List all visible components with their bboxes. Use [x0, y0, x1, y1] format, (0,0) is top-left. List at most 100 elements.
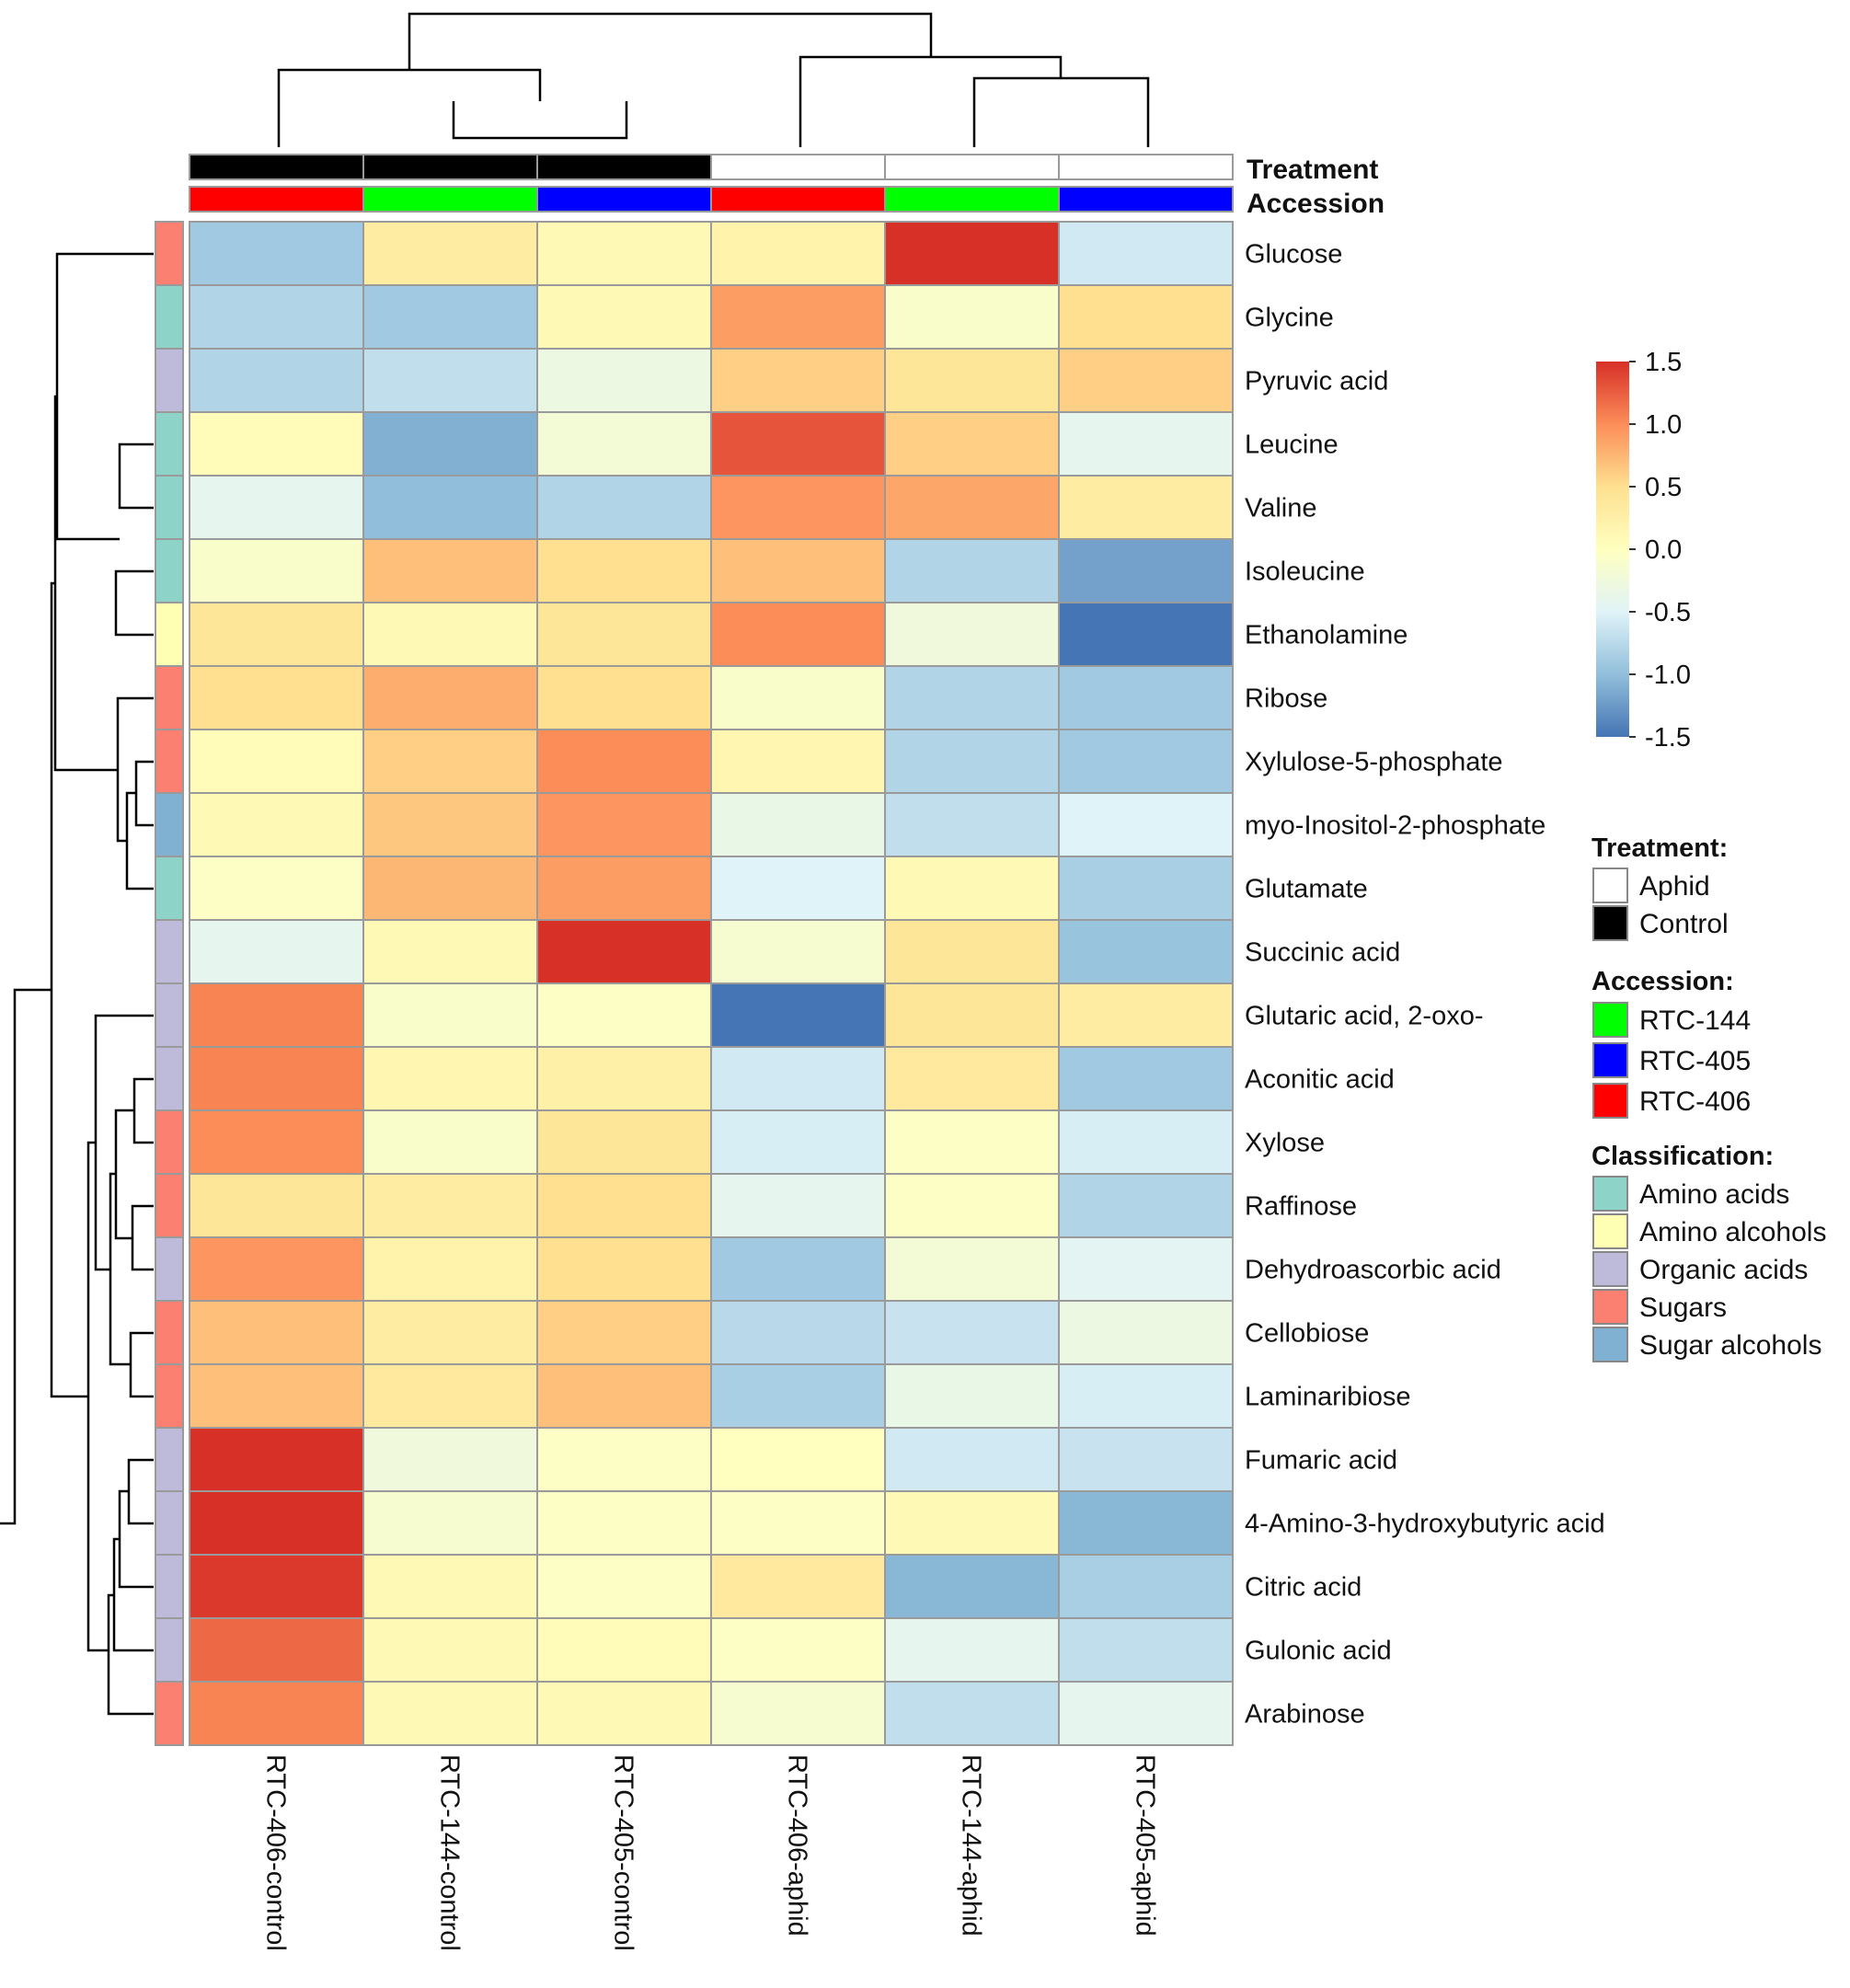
heatmap-cell	[362, 348, 538, 413]
heatmap-cell	[710, 983, 886, 1048]
treatment-cell	[710, 154, 886, 180]
heatmap-cell	[362, 475, 538, 540]
heatmap-cell	[1058, 856, 1234, 921]
row-label: Succinic acid	[1245, 938, 1400, 968]
heatmap-cell	[189, 1300, 364, 1365]
heatmap-cell	[1058, 792, 1234, 857]
scale-tick-label: 1.0	[1645, 410, 1682, 440]
heatmap-cell	[362, 1554, 538, 1619]
heatmap-cell	[189, 1554, 364, 1619]
row-label: Glucose	[1245, 240, 1342, 270]
classification-cell	[155, 919, 184, 984]
heatmap-cell	[362, 538, 538, 603]
treatment-annotation-bar	[189, 154, 1234, 180]
row-label: Ribose	[1245, 684, 1327, 714]
row-dendro-link	[0, 988, 52, 1525]
treatment-cell	[362, 154, 538, 180]
classification-cell	[155, 1427, 184, 1492]
legend-item-label: RTC-406	[1639, 1086, 1751, 1117]
scale-tick-label: -1.5	[1645, 723, 1691, 753]
heatmap-cell	[536, 1554, 712, 1619]
heatmap-cell	[536, 602, 712, 667]
heatmap-cell	[1058, 665, 1234, 730]
legend-item-label: Control	[1639, 909, 1729, 939]
classification-cell	[155, 729, 184, 794]
heatmap-cell	[710, 792, 886, 857]
heatmap-cell	[1058, 1554, 1234, 1619]
heatmap-cell	[1058, 538, 1234, 603]
heatmap-cell	[362, 602, 538, 667]
heatmap-cell	[1058, 983, 1234, 1048]
heatmap-cell	[884, 1681, 1060, 1746]
heatmap-cell	[536, 1046, 712, 1111]
heatmap-cell	[1058, 411, 1234, 477]
heatmap-cell	[189, 1046, 364, 1111]
heatmap-cell	[189, 538, 364, 603]
heatmap-cell	[189, 1236, 364, 1302]
heatmap-cell	[884, 1173, 1060, 1238]
classification-cell	[155, 1554, 184, 1619]
row-label: Valine	[1245, 494, 1316, 523]
heatmap-cell	[710, 729, 886, 794]
heatmap-cell	[884, 1490, 1060, 1556]
heatmap-cell	[884, 792, 1060, 857]
heatmap-cell	[1058, 221, 1234, 286]
heatmap-cell	[362, 1046, 538, 1111]
heatmap-cell	[884, 221, 1060, 286]
heatmap-cell	[710, 411, 886, 477]
legend-swatch	[1592, 1251, 1628, 1287]
heatmap-cell	[189, 284, 364, 350]
row-label: Ethanolamine	[1245, 621, 1408, 650]
treatment-annotation-title: Treatment	[1247, 155, 1378, 185]
classification-cell	[155, 348, 184, 413]
classification-cell	[155, 1681, 184, 1746]
heatmap-cell	[710, 1300, 886, 1365]
heatmap-cell	[710, 856, 886, 921]
heatmap-cell	[536, 284, 712, 350]
heatmap-cells	[189, 221, 1234, 1746]
heatmap-cell	[536, 919, 712, 984]
heatmap-cell	[536, 1427, 712, 1492]
row-label: Glutamate	[1245, 875, 1368, 904]
row-dendro-link	[131, 1204, 154, 1271]
heatmap-cell	[189, 983, 364, 1048]
legend-swatch	[1592, 1042, 1628, 1078]
heatmap-cell	[362, 919, 538, 984]
col-dendro-link	[452, 101, 628, 140]
accession-cell	[710, 186, 886, 213]
heatmap-cell	[884, 1236, 1060, 1302]
heatmap-cell	[362, 1300, 538, 1365]
heatmap-cell	[362, 1236, 538, 1302]
heatmap-cell	[362, 792, 538, 857]
heatmap-cell	[536, 475, 712, 540]
heatmap-cell	[536, 538, 712, 603]
classification-cell	[155, 1300, 184, 1365]
legend-section-title: Classification:	[1591, 1142, 1774, 1171]
classification-cell	[155, 792, 184, 857]
legend-section-title: Accession:	[1591, 967, 1734, 996]
classification-annotation-bar	[155, 221, 184, 1746]
treatment-cell	[1058, 154, 1234, 180]
heatmap-cell	[189, 411, 364, 477]
heatmap-cell	[362, 1490, 538, 1556]
row-labels: Glucose Glycine Pyruvic acid Leucine Valine I…	[1245, 240, 1605, 1729]
scale-tick-label: -1.0	[1645, 661, 1691, 690]
classification-cell	[155, 602, 184, 667]
heatmap-cell	[189, 1490, 364, 1556]
scale-tick-label: 0.5	[1645, 473, 1682, 502]
row-dendro-link	[125, 791, 154, 891]
treatment-cell	[189, 154, 364, 180]
classification-cell	[155, 856, 184, 921]
heatmap-cell	[536, 221, 712, 286]
scale-tick-label: -0.5	[1645, 598, 1691, 627]
classification-cell	[155, 1046, 184, 1111]
row-label: Aconitic acid	[1245, 1065, 1395, 1095]
heatmap-cell	[1058, 1046, 1234, 1111]
legend-item-label: Aphid	[1639, 871, 1710, 902]
col-dendro-link	[972, 76, 1150, 147]
heatmap-cell	[362, 221, 538, 286]
row-label: Arabinose	[1245, 1700, 1365, 1729]
heatmap-cell	[189, 221, 364, 286]
row-dendro-link	[127, 1458, 154, 1525]
heatmap-cell	[536, 1617, 712, 1683]
